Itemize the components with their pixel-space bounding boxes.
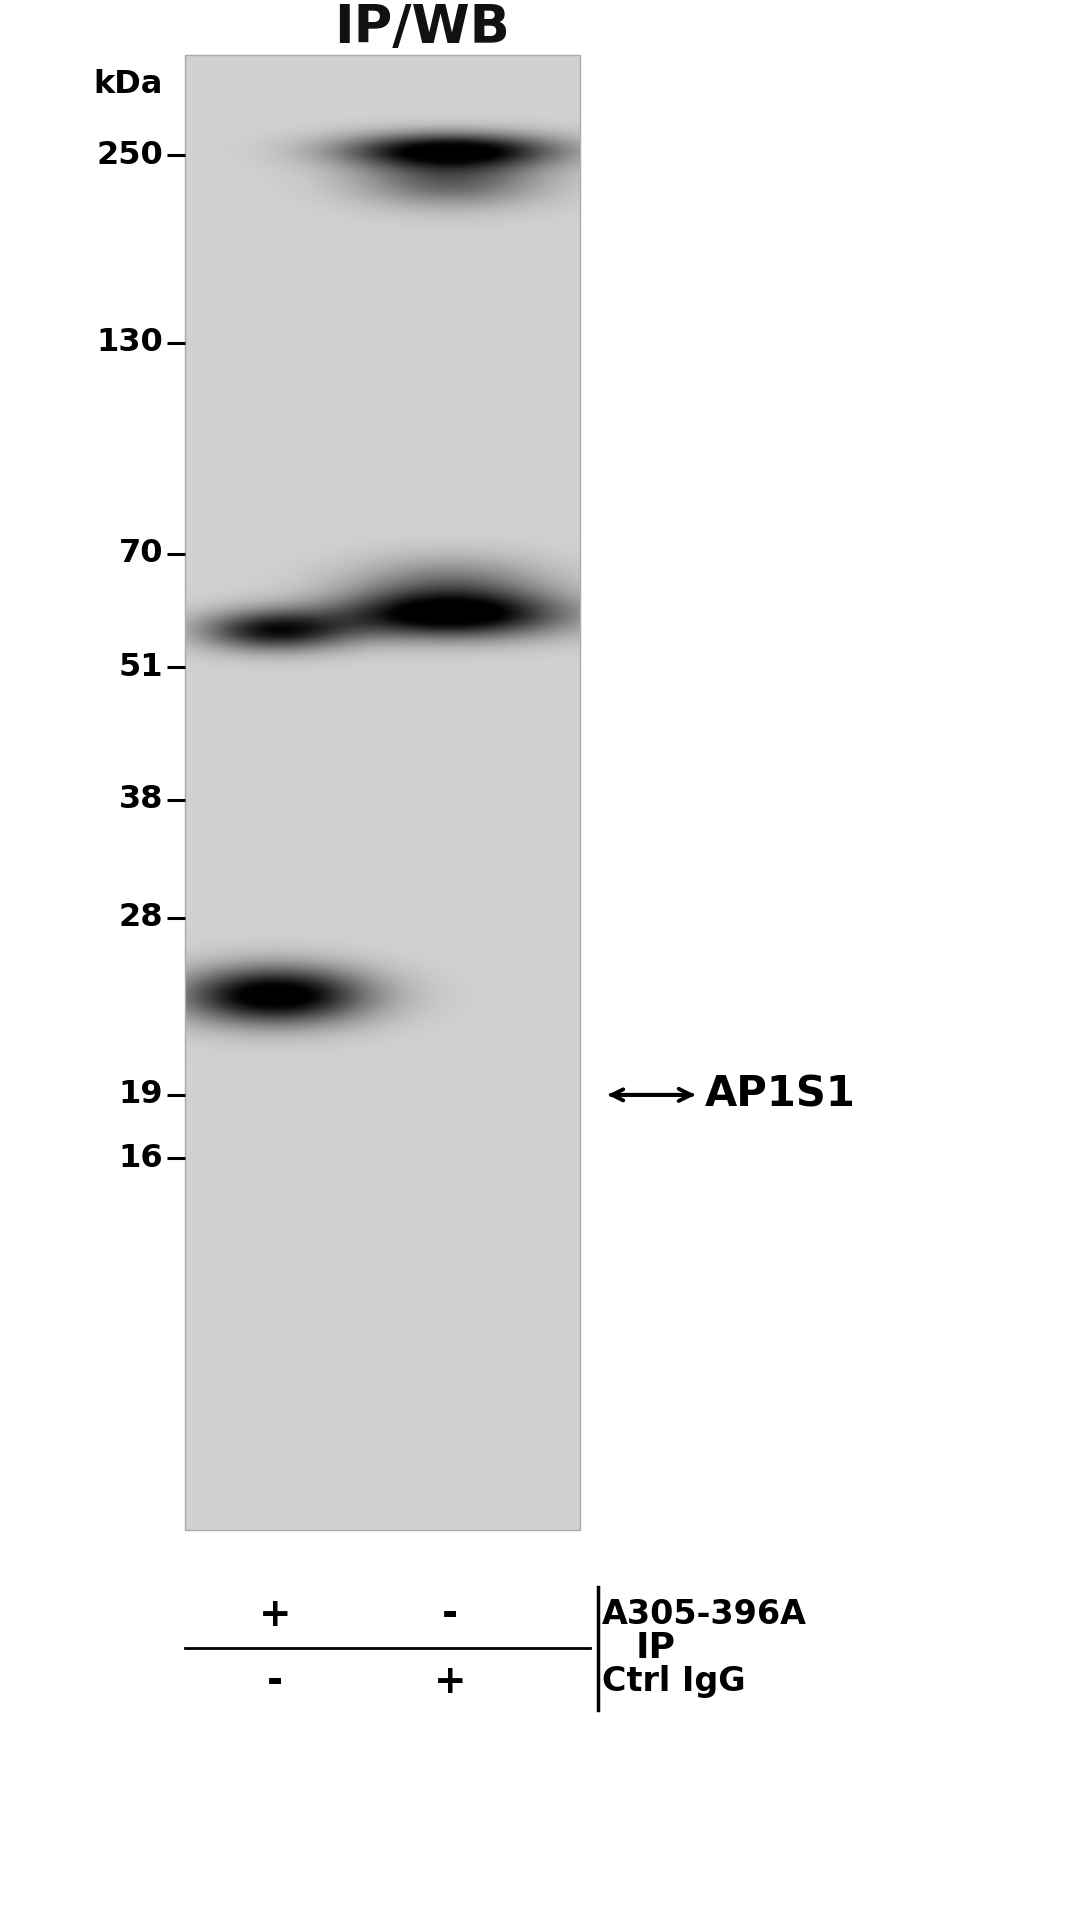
Text: Ctrl IgG: Ctrl IgG <box>602 1666 745 1699</box>
Bar <box>185 55 580 1531</box>
Text: 130: 130 <box>96 327 163 357</box>
Text: kDa: kDa <box>94 69 163 99</box>
Text: -: - <box>267 1663 283 1701</box>
Text: IP/WB: IP/WB <box>335 2 511 54</box>
Text: 38: 38 <box>119 784 163 816</box>
Text: +: + <box>259 1596 292 1634</box>
Text: AP1S1: AP1S1 <box>705 1074 855 1116</box>
Text: 16: 16 <box>119 1143 163 1173</box>
Text: IP: IP <box>636 1632 676 1666</box>
Text: 19: 19 <box>119 1080 163 1110</box>
Text: 70: 70 <box>119 539 163 569</box>
Text: 51: 51 <box>119 652 163 682</box>
Text: A305-396A: A305-396A <box>602 1598 807 1632</box>
Text: -: - <box>442 1596 458 1634</box>
Text: +: + <box>434 1663 467 1701</box>
Text: 28: 28 <box>119 902 163 933</box>
Text: 250: 250 <box>96 140 163 170</box>
